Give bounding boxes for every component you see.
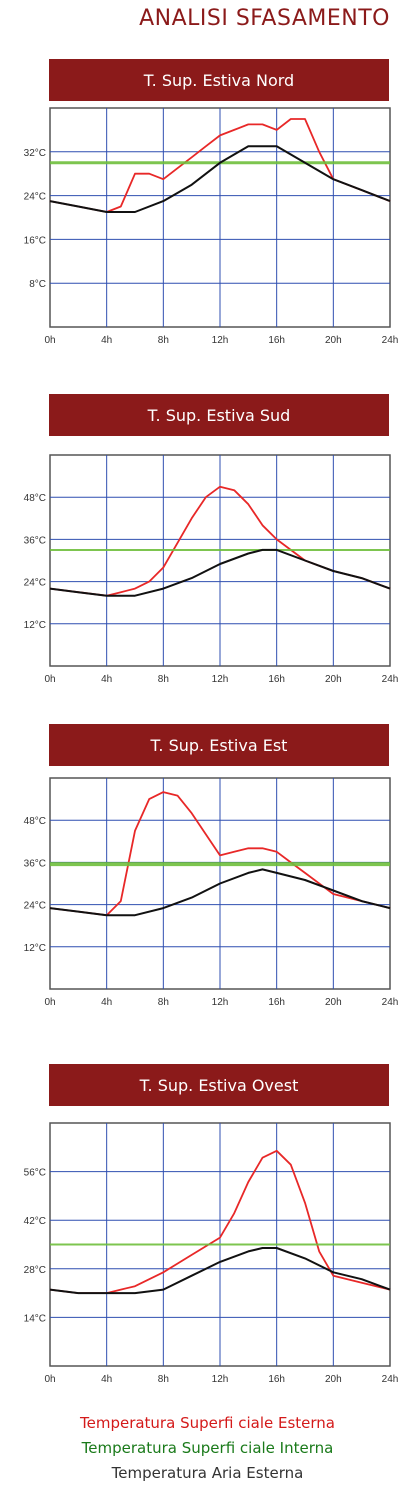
y-tick-label: 48°C (24, 816, 46, 827)
x-tick-label: 20h (325, 674, 342, 682)
x-tick-label: 8h (158, 335, 169, 346)
series-line-external-surface (49, 791, 391, 917)
x-tick-label: 12h (212, 335, 229, 346)
x-tick-label: 16h (268, 674, 285, 682)
x-tick-label: 20h (325, 997, 342, 1005)
x-tick-label: 24h (382, 674, 399, 682)
x-tick-label: 8h (158, 997, 169, 1005)
chart-ovest: 0h 4h 8h 12h 16h 20h 24h 14°C 28°C 42°C 56°C (24, 1122, 399, 1385)
x-tick-label: 16h (268, 335, 285, 346)
y-tick-label: 36°C (24, 858, 46, 869)
y-tick-label: 28°C (24, 1265, 46, 1276)
y-tick-label: 12°C (24, 620, 46, 631)
y-tick-label: 36°C (24, 535, 46, 546)
series-line-external-surface (49, 1149, 391, 1295)
y-tick-label: 8°C (29, 279, 46, 290)
x-tick-label: 16h (268, 997, 285, 1005)
x-tick-label: 20h (325, 335, 342, 346)
y-tick-label: 24°C (24, 901, 46, 912)
legend-surface-external: Temperatura Superfi ciale Esterna (79, 1414, 335, 1432)
x-tick-label: 8h (158, 1374, 169, 1385)
x-tick-label: 8h (158, 674, 169, 682)
series-line-external-air (49, 145, 391, 213)
y-tick-label: 56°C (24, 1168, 46, 1179)
x-tick-label: 0h (44, 674, 55, 682)
chart-header-nord: T. Sup. Estiva Nord (49, 59, 389, 101)
y-tick-label: 16°C (24, 235, 46, 246)
y-tick-label: 48°C (24, 493, 46, 504)
y-tick-label: 14°C (24, 1313, 46, 1324)
y-tick-label: 24°C (24, 192, 46, 203)
y-tick-label: 42°C (24, 1216, 46, 1227)
chart-est: 0h 4h 8h 12h 16h 20h 24h 12°C 24°C 36°C 48°C (24, 777, 399, 1005)
series-line-external-air (49, 548, 391, 597)
series-line-external-air (49, 1247, 391, 1295)
x-tick-label: 12h (212, 997, 229, 1005)
chart-nord: 0h 4h 8h 12h 16h 20h 24h 8°C 16°C 24°C 32°C (24, 107, 399, 346)
chart-header-ovest: T. Sup. Estiva Ovest (49, 1064, 389, 1106)
x-tick-label: 16h (268, 1374, 285, 1385)
x-tick-label: 4h (101, 335, 112, 346)
x-tick-label: 4h (101, 1374, 112, 1385)
y-tick-label: 24°C (24, 578, 46, 589)
x-tick-label: 4h (101, 997, 112, 1005)
y-tick-label: 32°C (24, 148, 46, 159)
series-line-external-surface (49, 118, 391, 213)
x-tick-label: 24h (382, 335, 399, 346)
x-tick-label: 0h (44, 997, 55, 1005)
x-tick-label: 0h (44, 1374, 55, 1385)
series-line-external-air (49, 868, 391, 917)
chart-header-est: T. Sup. Estiva Est (49, 724, 389, 766)
x-tick-label: 12h (212, 674, 229, 682)
y-tick-label: 12°C (24, 943, 46, 954)
x-tick-label: 24h (382, 1374, 399, 1385)
legend-surface-internal: Temperatura Superfi ciale Interna (81, 1439, 334, 1457)
chart-sud: 0h 4h 8h 12h 16h 20h 24h 12°C 24°C 36°C 48°C (24, 454, 399, 682)
x-tick-label: 24h (382, 997, 399, 1005)
legend-air-external: Temperatura Aria Esterna (111, 1464, 304, 1482)
x-tick-label: 0h (44, 335, 55, 346)
x-tick-label: 20h (325, 1374, 342, 1385)
x-tick-label: 4h (101, 674, 112, 682)
x-tick-label: 12h (212, 1374, 229, 1385)
chart-header-sud: T. Sup. Estiva Sud (49, 394, 389, 436)
page-title: ANALISI SFASAMENTO (139, 6, 390, 31)
